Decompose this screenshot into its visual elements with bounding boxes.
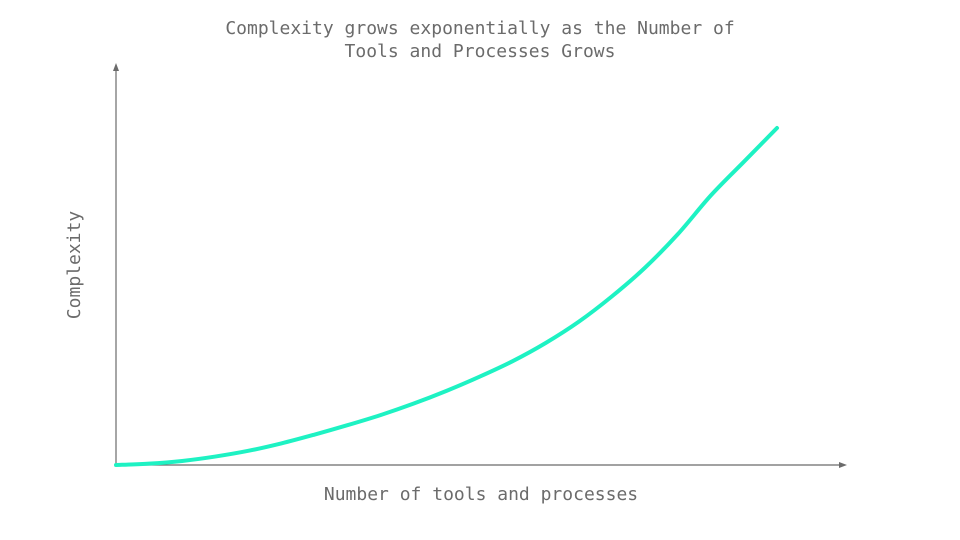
series-layer [114, 126, 779, 467]
x-axis-arrowhead [839, 462, 847, 468]
chart-title-line-2: Tools and Processes Grows [345, 41, 616, 62]
complexity-curve-line [114, 126, 779, 467]
y-axis-arrowhead [113, 63, 119, 71]
x-axis-label: Number of tools and processes [324, 484, 638, 505]
chart-title-line-1: Complexity grows exponentially as the Nu… [225, 18, 734, 39]
y-axis-label: Complexity [64, 211, 85, 320]
